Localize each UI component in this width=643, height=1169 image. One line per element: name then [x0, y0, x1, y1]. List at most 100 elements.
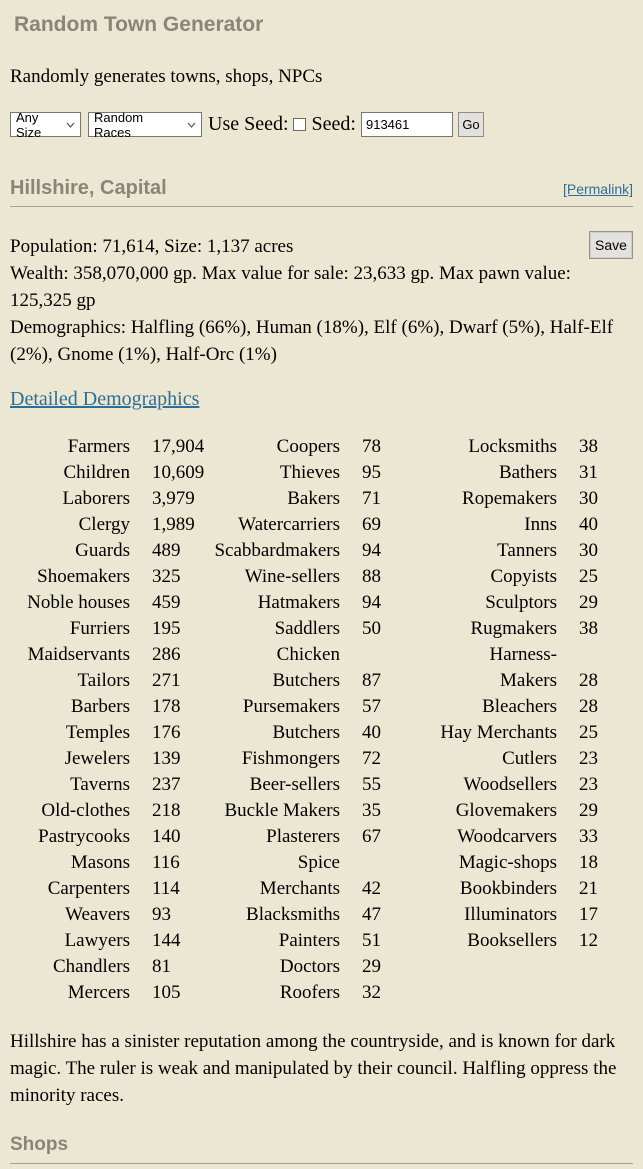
seed-input[interactable] [360, 112, 453, 138]
occupation-name: Illuminators [464, 904, 557, 926]
occupation-name: Children [63, 462, 131, 484]
occupation-count: 3,979 [152, 488, 195, 510]
occupation-name: Roofers [279, 982, 340, 1004]
demographics-line: Demographics: Halfling (66%), Human (18%… [10, 317, 614, 366]
occupation-count: 176 [152, 722, 181, 744]
occupation-name: Scabbardmakers [214, 540, 340, 562]
occupation-count: 114 [152, 878, 180, 900]
occupation-count [557, 980, 633, 1006]
occupation-count: 94 [362, 592, 381, 614]
occupation-name: Masons [70, 852, 130, 874]
occupation-count: 47 [362, 904, 381, 926]
occupation-count: 29 [579, 800, 598, 822]
size-select[interactable]: Any Size [10, 109, 81, 140]
occupation-name: Temples [65, 722, 130, 744]
occupation-count: 95 [362, 462, 381, 484]
table-row: Laborers 3,979 Bakers 71 Ropemakers 30 [10, 486, 633, 512]
occupation-name: Weavers [65, 904, 130, 926]
table-row: Shoemakers 325 Wine-sellers 88 Copyists 25 [10, 564, 633, 590]
occupation-name: Hatmakers [257, 592, 340, 614]
occupation-name: Barbers [70, 696, 130, 718]
occupation-count: 31 [579, 462, 598, 484]
occupation-name: Furriers [69, 618, 130, 640]
town-description: Hillshire has a sinister reputation amon… [10, 1031, 617, 1107]
demographics-table: Farmers 17,904 Coopers 78 Locksmiths 38 Childr… [10, 434, 633, 1006]
occupation-name: Thieves [279, 462, 340, 484]
occupation-name: Jewelers [64, 748, 130, 770]
town-name-heading: Hillshire, Capital [10, 177, 167, 200]
occupation-count: 87 [362, 670, 381, 692]
occupation-count: 218 [152, 800, 181, 822]
occupation-name: Bakers [287, 488, 340, 510]
occupation-count: 17,904 [152, 436, 205, 458]
occupation-count: 105 [152, 982, 181, 1004]
table-row: Taverns 237 Beer-sellers 55 Woodsellers 23 [10, 772, 633, 798]
occupation-name: Butchers [272, 670, 340, 692]
occupation-count: 38 [579, 436, 598, 458]
occupation-count: 69 [362, 514, 381, 536]
occupation-name: Painters [278, 930, 340, 952]
occupation-name: Laborers [62, 488, 130, 510]
occupation-name: Mercers [67, 982, 130, 1004]
wealth-line: Wealth: 358,070,000 gp. Max value for sa… [10, 263, 571, 312]
occupation-name: Doctors [279, 956, 340, 978]
occupation-count: 23 [579, 774, 598, 796]
occupation-name: Chicken [276, 644, 340, 666]
occupation-count: 17 [579, 904, 598, 926]
occupation-count: 30 [579, 540, 598, 562]
occupation-name: Inns [524, 514, 557, 536]
town-section-header: Hillshire, Capital [Permalink] [10, 177, 633, 208]
occupation-name: Wine-sellers [244, 566, 340, 588]
occupation-count: 116 [152, 852, 180, 874]
occupation-name: Hay Merchants [440, 722, 557, 744]
occupation-name: Blacksmiths [246, 904, 340, 926]
table-row: Tailors 271 Butchers 87 Makers 28 [10, 668, 633, 694]
occupation-count: 28 [579, 670, 598, 692]
occupation-name: Coopers [276, 436, 340, 458]
permalink-link[interactable]: [Permalink] [562, 181, 633, 198]
table-row: Chandlers 81 Doctors 29 [10, 954, 633, 980]
population-line: Population: 71,614, Size: 1,137 acres [10, 236, 294, 258]
page-title: Random Town Generator [14, 13, 264, 36]
occupation-count [557, 642, 633, 668]
occupation-count [340, 642, 422, 668]
use-seed-checkbox[interactable] [292, 118, 306, 132]
occupation-name: Shoemakers [37, 566, 130, 588]
occupation-count: 21 [579, 878, 598, 900]
occupation-name: Tanners [497, 540, 557, 562]
page-subtitle: Randomly generates towns, shops, NPCs [10, 66, 323, 88]
occupation-name: Pursemakers [242, 696, 340, 718]
occupation-name: Plasterers [266, 826, 340, 848]
occupation-count: 139 [152, 748, 181, 770]
occupation-name: Pastrycooks [38, 826, 130, 848]
shops-heading: Shops [10, 1134, 69, 1156]
go-button[interactable]: Go [457, 112, 484, 138]
detailed-demographics-link[interactable]: Detailed Demographics [10, 388, 200, 411]
races-select[interactable]: Random Races [88, 110, 202, 140]
occupation-name: Tailors [77, 670, 131, 692]
size-select-value: Any Size [16, 109, 42, 140]
occupation-count: 42 [362, 878, 381, 900]
occupation-count: 18 [579, 852, 598, 874]
use-seed-label: Use Seed: [208, 113, 289, 136]
table-row: Maidservants 286 Chicken Harness- [10, 642, 633, 668]
occupation-name: Bookbinders [459, 878, 557, 900]
occupation-count: 140 [152, 826, 181, 848]
occupation-count: 35 [362, 800, 381, 822]
occupation-count: 81 [152, 956, 171, 978]
occupation-count: 40 [362, 722, 381, 744]
occupation-name: Farmers [67, 436, 130, 458]
occupation-name: Carpenters [47, 878, 130, 900]
save-button[interactable]: Save [589, 231, 633, 260]
occupation-count: 237 [152, 774, 181, 796]
occupation-name: Rugmakers [470, 618, 557, 640]
occupation-count: 33 [579, 826, 598, 848]
occupation-count: 1,989 [152, 514, 195, 536]
occupation-name: Booksellers [467, 930, 557, 952]
occupation-count: 50 [362, 618, 381, 640]
table-row: Children 10,609 Thieves 95 Bathers 31 [10, 460, 633, 486]
occupation-name: Noble houses [27, 592, 130, 614]
occupation-name: Guards [75, 540, 130, 562]
demographics-table-body: Farmers 17,904 Coopers 78 Locksmiths 38 Childr… [10, 434, 633, 1006]
